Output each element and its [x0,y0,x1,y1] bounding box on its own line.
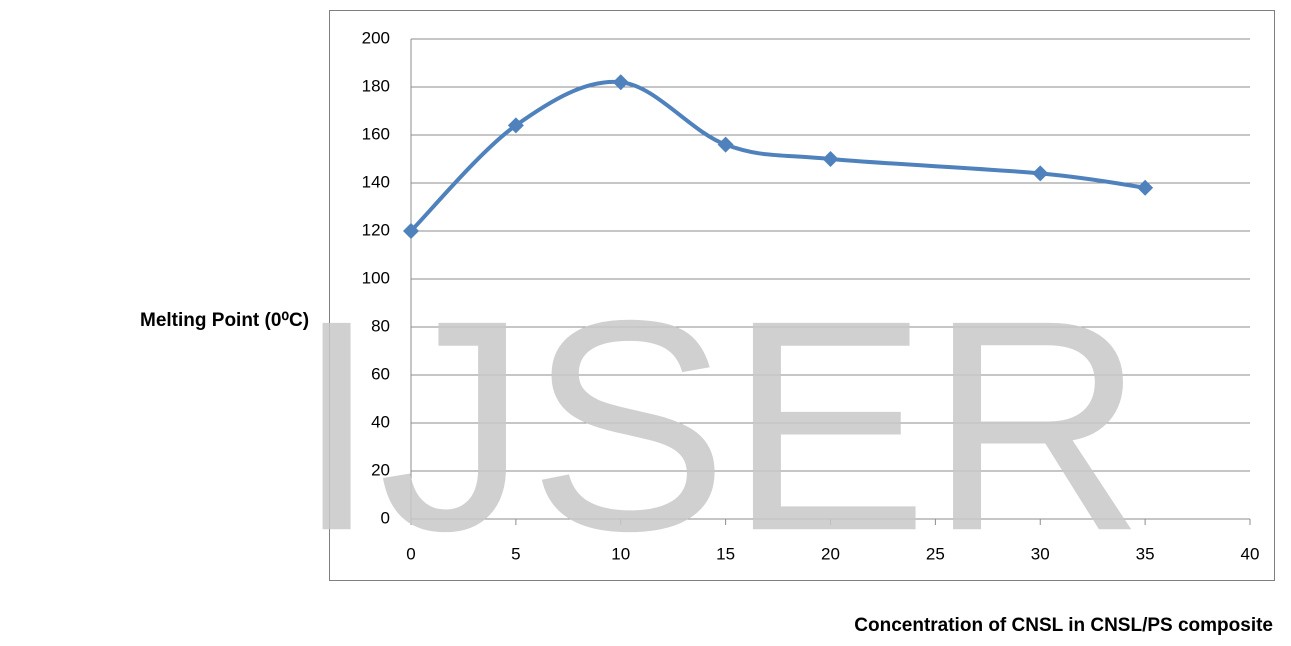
x-tick-label: 5 [511,544,520,563]
data-point [1032,165,1049,182]
data-point [822,151,839,167]
chart-frame [329,10,1275,581]
y-tick-label: 100 [362,268,390,287]
y-tick-label: 200 [362,28,390,47]
y-tick-label: 160 [362,124,390,143]
data-line [409,79,1146,233]
y-tick-label: 60 [371,364,390,383]
y-tick-label: 20 [371,460,390,479]
y-tick-label: 140 [362,172,390,191]
x-tick-label: 30 [1031,544,1050,563]
y-tick-label: 40 [371,412,390,431]
x-tick-label: 25 [926,544,945,563]
y-axis-label: Melting Point (0⁰C) [140,310,309,331]
x-tick-label: 35 [1136,544,1155,563]
x-tick-label: 15 [716,544,735,563]
y-tick-label: 180 [362,76,390,95]
y-tick-label: 120 [362,220,390,239]
watermark: IJSER [295,257,1145,593]
data-point [507,117,524,134]
x-tick-label: 0 [406,544,415,563]
data-point [717,136,734,153]
data-point [1137,179,1154,196]
x-tick-label: 20 [821,544,840,563]
data-point [403,223,419,239]
x-axis-label: Concentration of CNSL in CNSL/PS composi… [854,615,1273,636]
y-tick-label: 0 [381,508,390,527]
y-tick-label: 80 [371,316,390,335]
x-tick-label: 10 [611,544,630,563]
data-point [612,74,629,91]
x-tick-label: 40 [1241,544,1260,563]
